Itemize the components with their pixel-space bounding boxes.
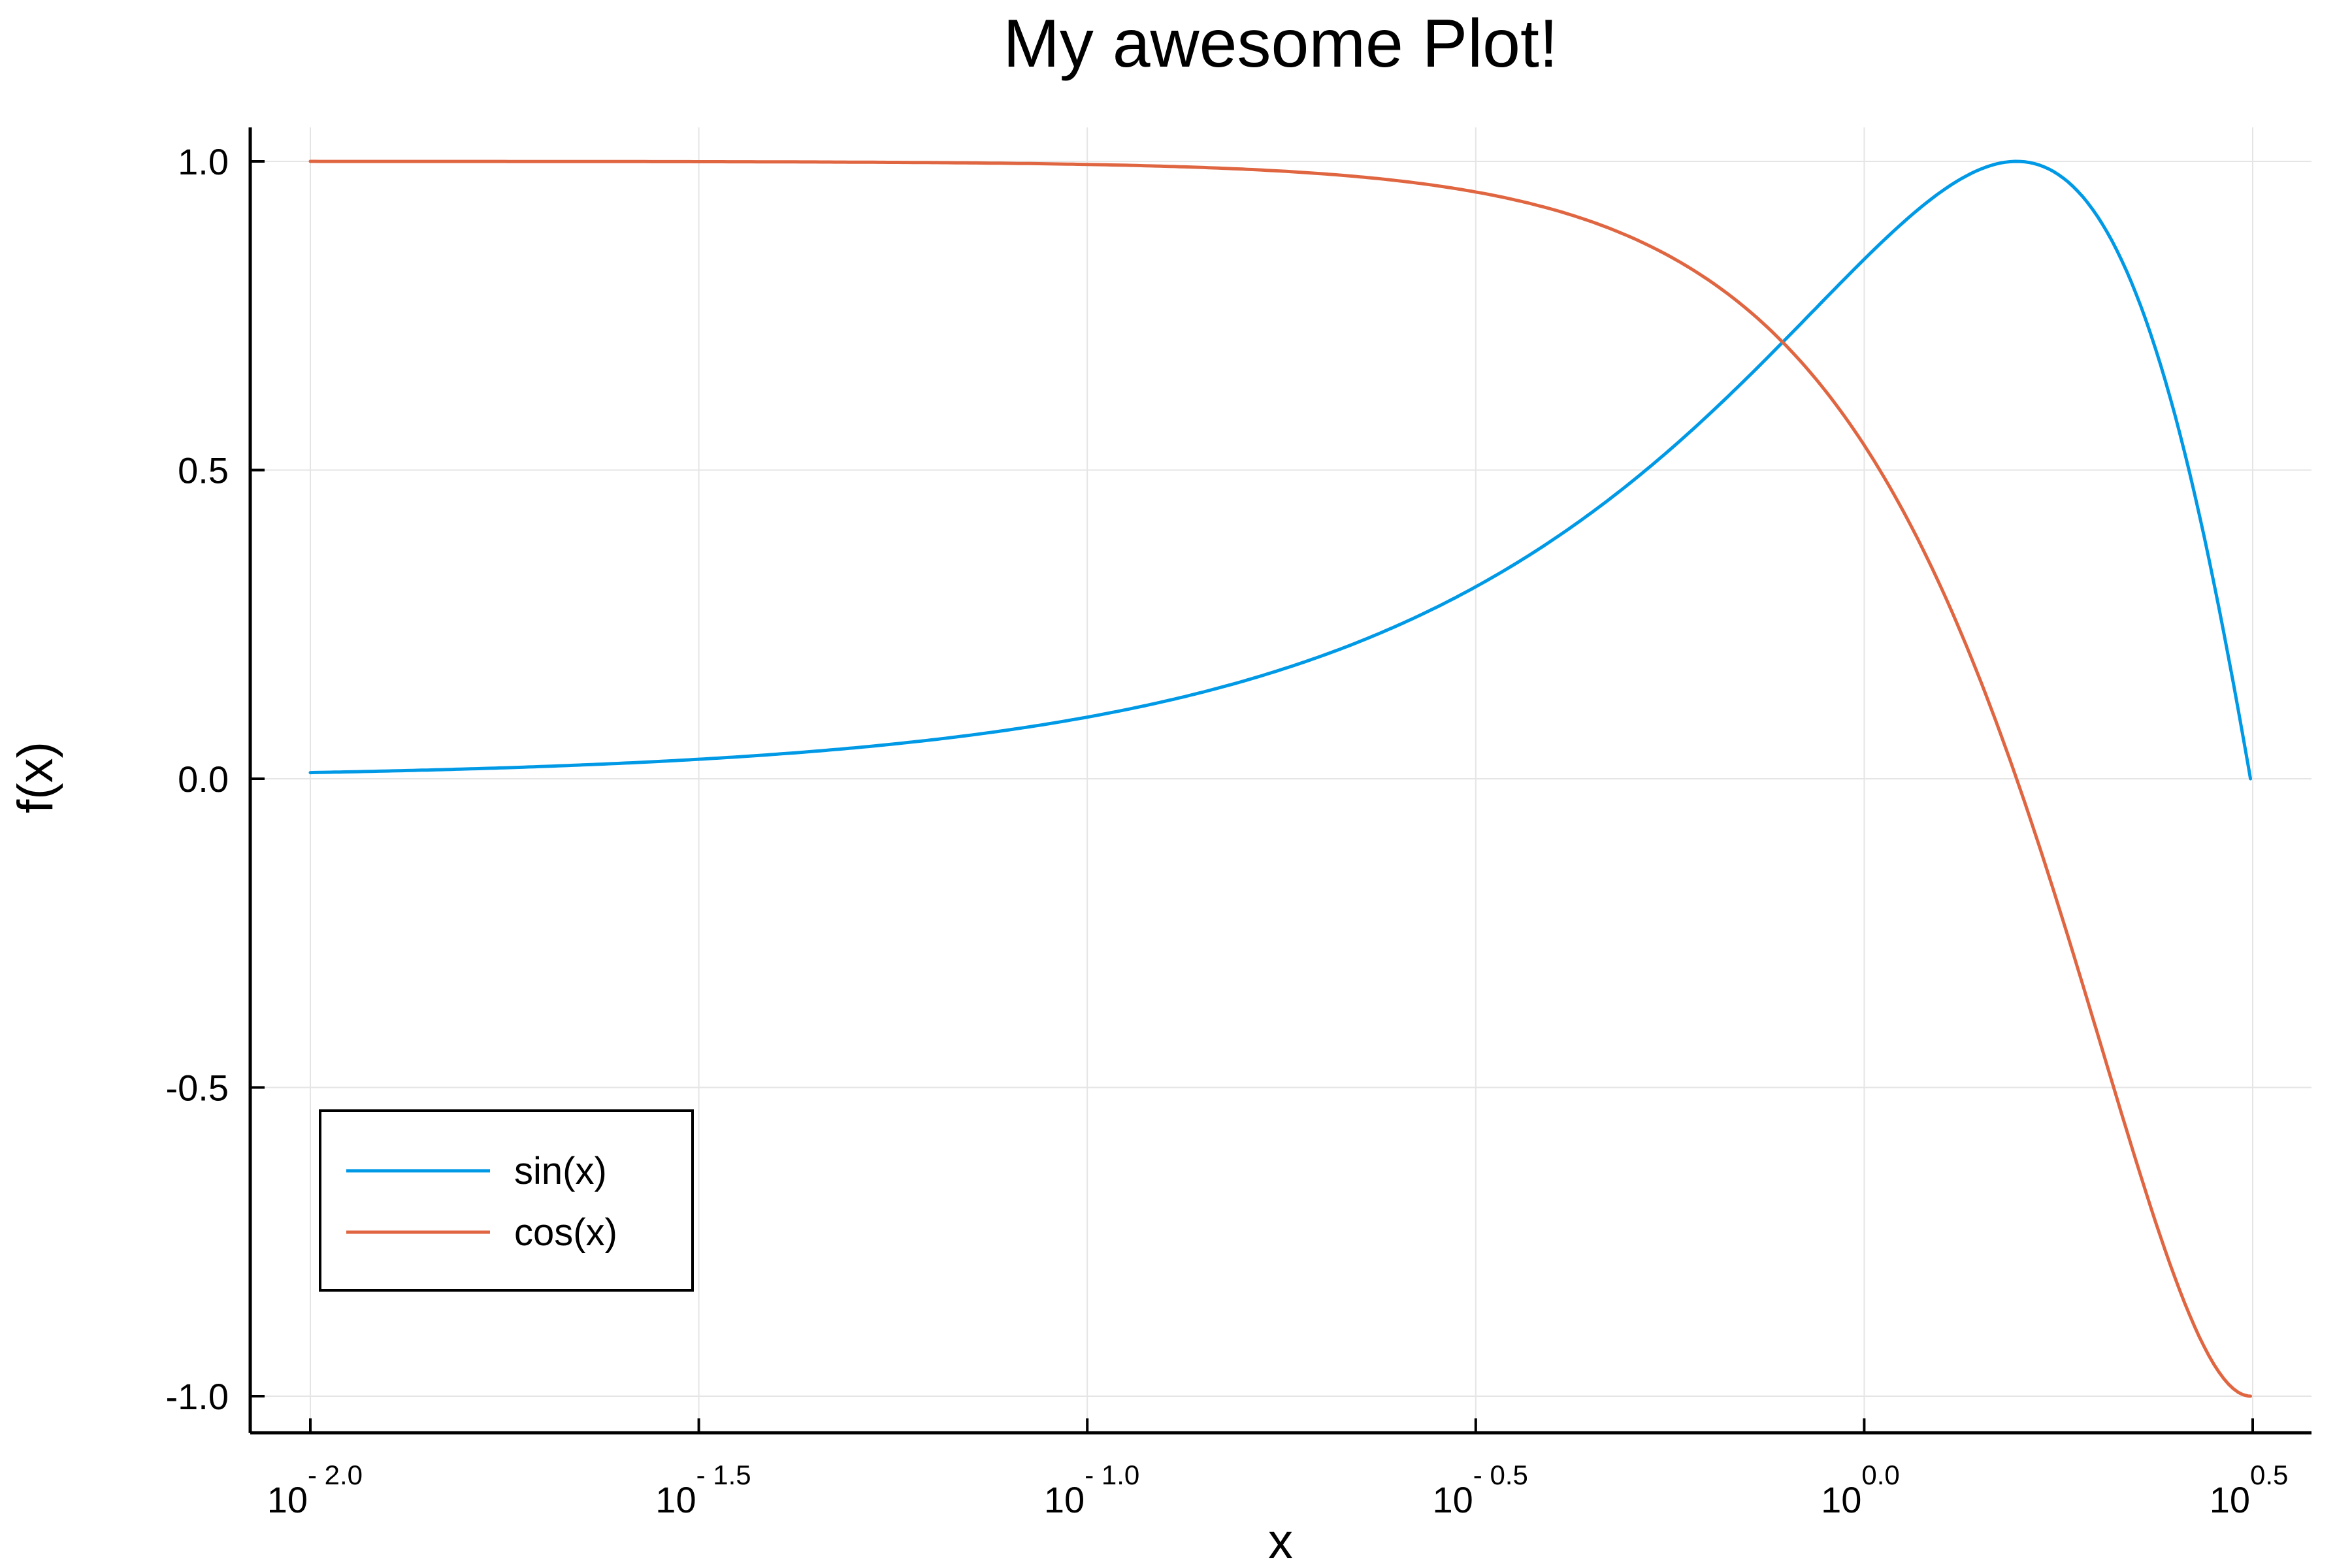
- legend-box: [319, 1109, 694, 1292]
- x-tick-label: 10: [655, 1479, 696, 1520]
- axes: 10- 2.010- 1.510- 1.010- 0.5100.0100.51.…: [166, 127, 2311, 1520]
- x-tick-exponent: - 2.0: [308, 1460, 363, 1490]
- x-tick-exponent: 0.0: [1861, 1460, 1899, 1490]
- y-tick-label: -0.5: [166, 1068, 229, 1109]
- legend: sin(x) cos(x): [319, 1109, 694, 1292]
- y-axis-label: f(x): [8, 742, 63, 813]
- x-axis-label: x: [1268, 1514, 1293, 1568]
- x-tick-exponent: 0.5: [2250, 1460, 2288, 1490]
- series-line-sinx: [308, 159, 2253, 781]
- x-tick-exponent: - 1.5: [696, 1460, 751, 1490]
- legend-label: cos(x): [514, 1211, 617, 1254]
- y-tick-label: 0.5: [178, 450, 229, 491]
- x-tick-label: 10: [1433, 1479, 1473, 1520]
- y-tick-label: 0.0: [178, 759, 229, 800]
- y-tick-label: 1.0: [178, 141, 229, 182]
- series-line-cosx: [308, 159, 2253, 1398]
- legend-label: sin(x): [514, 1150, 607, 1192]
- x-tick-label: 10: [1821, 1479, 1861, 1520]
- x-tick-exponent: - 0.5: [1473, 1460, 1528, 1490]
- x-tick-label: 10: [1044, 1479, 1085, 1520]
- x-tick-exponent: - 1.0: [1085, 1460, 1139, 1490]
- chart-title: My awesome Plot!: [1003, 6, 1558, 82]
- series-lines: [308, 159, 2253, 1398]
- x-tick-label: 10: [267, 1479, 308, 1520]
- y-tick-label: -1.0: [166, 1376, 229, 1417]
- x-tick-label: 10: [2210, 1479, 2250, 1520]
